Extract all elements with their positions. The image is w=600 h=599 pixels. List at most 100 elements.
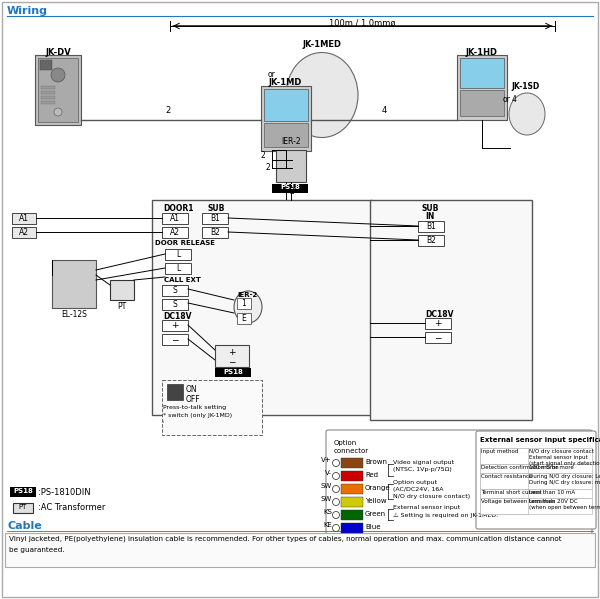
Text: +: + (434, 319, 442, 328)
Bar (272, 184, 308, 193)
Text: ⁱ: ⁱ (163, 421, 164, 426)
Bar (480, 473, 592, 489)
Bar (480, 464, 592, 473)
Text: PT: PT (118, 302, 127, 311)
Bar (162, 320, 188, 331)
Text: Orange: Orange (365, 485, 391, 491)
Bar (52, 260, 96, 308)
Text: (when open between terminals): (when open between terminals) (529, 505, 600, 510)
Text: 4: 4 (382, 106, 386, 115)
Text: Yellow: Yellow (365, 498, 386, 504)
Text: SW: SW (321, 496, 332, 502)
Bar (480, 448, 528, 464)
Bar (264, 89, 308, 121)
Text: Less than 10 mA: Less than 10 mA (529, 490, 575, 495)
Bar (165, 249, 191, 260)
Ellipse shape (509, 93, 545, 135)
Text: OFF: OFF (186, 395, 200, 404)
Bar (460, 58, 504, 88)
Text: +: + (171, 321, 179, 330)
Bar (41, 91, 55, 94)
Text: DOOR RELEASE: DOOR RELEASE (155, 240, 215, 246)
Bar (418, 235, 444, 246)
Text: * switch (only JK-1MD): * switch (only JK-1MD) (163, 413, 232, 418)
Bar (418, 221, 444, 232)
Text: (start signal only detection method): (start signal only detection method) (529, 461, 600, 466)
Text: 100m / 1.0mmø: 100m / 1.0mmø (329, 19, 395, 28)
Text: or: or (503, 95, 511, 104)
Text: Terminal short current: Terminal short current (481, 490, 542, 495)
Text: Option: Option (334, 440, 357, 446)
Bar (10, 487, 36, 497)
Bar (5, 533, 595, 567)
Text: N/O dry closure contact): N/O dry closure contact) (393, 494, 470, 499)
Text: Press-to-talk setting: Press-to-talk setting (163, 405, 226, 410)
Bar (341, 497, 363, 507)
Text: N/O dry closure contact: N/O dry closure contact (529, 449, 594, 454)
Text: (AC/DC24V, 16A: (AC/DC24V, 16A (393, 487, 443, 492)
Bar (162, 380, 262, 435)
Bar (425, 332, 451, 343)
Text: EL-12S: EL-12S (61, 310, 87, 319)
Text: JK-DV: JK-DV (45, 48, 71, 57)
Text: During N/C dry closure: more than 3kΩ: During N/C dry closure: more than 3kΩ (529, 480, 600, 485)
Text: connector: connector (334, 448, 369, 454)
Text: JK-1MD: JK-1MD (268, 78, 302, 87)
Bar (162, 227, 188, 238)
Text: During N/O dry closure: Less than 700Ω: During N/O dry closure: Less than 700Ω (529, 474, 600, 479)
Circle shape (51, 68, 65, 82)
Text: Cable: Cable (7, 521, 42, 531)
Text: CALL EXT: CALL EXT (164, 277, 200, 283)
Text: A2: A2 (170, 228, 180, 237)
Text: DOOR1: DOOR1 (163, 204, 193, 213)
Ellipse shape (234, 291, 262, 323)
Bar (457, 55, 507, 120)
Text: Contact resistance: Contact resistance (481, 474, 532, 479)
Bar (38, 58, 78, 122)
Text: DC18V: DC18V (164, 312, 192, 321)
Bar (12, 213, 36, 224)
Text: PS18: PS18 (280, 184, 300, 190)
Bar (276, 150, 306, 182)
Text: 1: 1 (242, 299, 247, 308)
Bar (35, 55, 81, 125)
Text: External sensor input specification: External sensor input specification (480, 437, 600, 443)
Bar (167, 384, 183, 400)
Text: Red: Red (365, 472, 378, 478)
Circle shape (332, 512, 340, 519)
Text: Brown: Brown (365, 459, 387, 465)
Text: IER-2: IER-2 (238, 292, 258, 298)
Bar (41, 96, 55, 99)
Circle shape (54, 108, 62, 116)
Text: 2: 2 (289, 187, 294, 196)
Circle shape (332, 459, 340, 467)
Text: −: − (171, 335, 179, 344)
Bar (202, 213, 228, 224)
Bar (480, 498, 592, 514)
Text: Input method: Input method (481, 449, 518, 454)
Bar (480, 448, 592, 464)
Text: JK-1SD: JK-1SD (511, 82, 539, 91)
Text: 2: 2 (166, 106, 170, 115)
Text: IER-2: IER-2 (281, 137, 301, 146)
Bar (41, 86, 55, 89)
Ellipse shape (286, 53, 358, 138)
Bar (162, 213, 188, 224)
Text: Wiring: Wiring (7, 6, 48, 16)
FancyBboxPatch shape (326, 430, 592, 534)
Text: S: S (173, 300, 178, 309)
Text: or: or (268, 70, 276, 79)
Bar (237, 298, 251, 309)
Text: A1: A1 (170, 214, 180, 223)
Bar (341, 523, 363, 533)
Text: 2: 2 (265, 162, 270, 171)
Bar (40, 60, 52, 70)
Circle shape (332, 525, 340, 531)
Circle shape (332, 486, 340, 492)
Text: Less than 20V DC: Less than 20V DC (529, 499, 578, 504)
Text: 2: 2 (260, 152, 265, 161)
Text: IN: IN (425, 212, 434, 221)
Bar (110, 280, 134, 300)
Text: SW: SW (321, 483, 332, 489)
Bar (41, 101, 55, 104)
